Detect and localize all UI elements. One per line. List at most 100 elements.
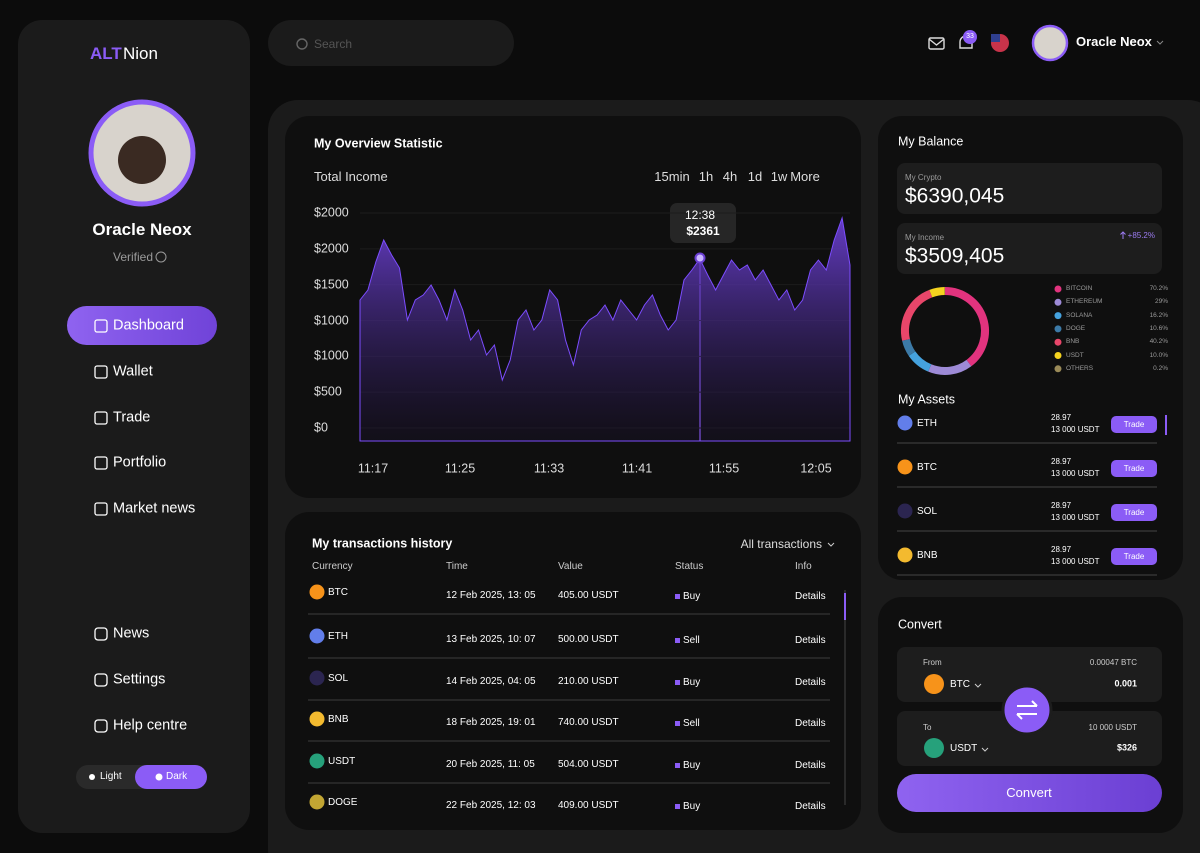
trade-button[interactable] — [1111, 548, 1157, 565]
donut-slice — [928, 359, 972, 375]
legend-dot — [1054, 352, 1062, 359]
coin-icon — [897, 547, 913, 563]
convert-label[interactable]: Convert — [1006, 785, 1052, 801]
asset-name: SOL — [917, 506, 938, 517]
range-button[interactable]: More — [790, 169, 820, 185]
swap-button[interactable] — [1001, 684, 1053, 736]
coin-icon — [924, 674, 944, 694]
trade-button[interactable] — [1111, 460, 1157, 477]
trade-button[interactable] — [1111, 416, 1157, 433]
nav-item[interactable]: Help centre — [113, 717, 188, 734]
donut-slice — [902, 338, 916, 356]
tx-status: Buy — [683, 760, 701, 771]
range-button[interactable]: 1h — [698, 169, 714, 185]
tx-time: 18 Feb 2025, 19: 01 — [446, 717, 536, 728]
transactions-card — [285, 512, 861, 830]
nav-item[interactable]: Wallet — [113, 363, 153, 380]
dark-pill[interactable] — [135, 765, 207, 789]
tx-details[interactable]: Details — [795, 591, 826, 602]
nav-item[interactable]: Market news — [113, 500, 196, 517]
card-title: My Assets — [898, 392, 955, 407]
legend-label: DOGE — [1066, 324, 1086, 332]
nav-item[interactable]: Trade — [113, 409, 151, 426]
y-tick-label: $1500 — [314, 277, 349, 292]
x-tick-label: 11:33 — [533, 461, 565, 476]
coin-icon — [309, 670, 325, 686]
nav-item[interactable]: Dashboard — [113, 317, 184, 334]
nav-item[interactable]: News — [113, 625, 150, 642]
assets-scroll-thumb[interactable] — [1165, 415, 1167, 435]
column-header: Currency — [312, 561, 353, 572]
asset-usdt: 13 000 USDT — [1051, 557, 1100, 567]
asset-amount: 28.97 — [1051, 545, 1072, 555]
coin-name: USDT — [328, 756, 356, 767]
legend-value: 10.0% — [1149, 351, 1168, 359]
tx-value: 405.00 USDT — [558, 590, 619, 601]
legend-value: 16.2% — [1149, 311, 1168, 319]
card-title: Convert — [898, 617, 942, 632]
income-change: +85.2% — [1127, 231, 1155, 241]
range-button[interactable]: 15min — [654, 169, 690, 185]
trade-label[interactable]: Trade — [1123, 463, 1145, 473]
trade-button[interactable] — [1111, 504, 1157, 521]
asset-name: BTC — [917, 462, 937, 473]
coin-select[interactable]: USDT — [950, 743, 978, 754]
coin-name: SOL — [328, 673, 349, 684]
coin-icon — [309, 584, 325, 600]
coin-balance: 0.00047 BTC — [1089, 658, 1137, 668]
tx-status: Sell — [683, 635, 700, 646]
status-dot — [675, 721, 680, 726]
moon-icon — [155, 773, 163, 781]
tooltip-box — [670, 203, 736, 243]
header-avatar[interactable] — [1031, 24, 1069, 62]
range-button[interactable]: 1d — [747, 169, 763, 185]
tx-value: 409.00 USDT — [558, 800, 619, 811]
range-button[interactable]: 1w — [770, 169, 788, 185]
coin-balance: 10 000 USDT — [1088, 723, 1137, 733]
search-bar[interactable] — [268, 20, 514, 66]
trade-label[interactable]: Trade — [1123, 419, 1145, 429]
legend-dot — [1054, 338, 1062, 346]
trade-label[interactable]: Trade — [1123, 551, 1145, 561]
nav-item[interactable]: Settings — [113, 671, 166, 688]
tx-details[interactable]: Details — [795, 718, 826, 729]
status-dot — [675, 638, 680, 643]
asset-usdt: 13 000 USDT — [1051, 425, 1100, 435]
search-placeholder[interactable]: Search — [314, 36, 353, 51]
tx-details[interactable]: Details — [795, 677, 826, 688]
tx-details[interactable]: Details — [795, 801, 826, 812]
coin-name: ETH — [328, 631, 348, 642]
range-button[interactable]: 4h — [722, 169, 738, 185]
header-user[interactable]: Oracle Neox — [1076, 34, 1152, 50]
asset-amount: 28.97 — [1051, 457, 1072, 467]
flag-canton — [991, 34, 1000, 42]
nav-item[interactable]: Portfolio — [113, 454, 167, 471]
chevron — [974, 683, 982, 688]
theme-dark[interactable]: Dark — [166, 771, 188, 782]
tx-details[interactable]: Details — [795, 635, 826, 646]
profile-status: Verified — [112, 249, 154, 264]
tx-value: 210.00 USDT — [558, 676, 619, 687]
nav-icon — [94, 719, 108, 733]
x-tick-label: 11:25 — [444, 461, 476, 476]
box-label: To — [923, 723, 932, 733]
nav-icon — [94, 502, 108, 516]
nav-icon — [94, 627, 108, 641]
coin-name: DOGE — [328, 797, 358, 808]
coin-icon — [309, 794, 325, 810]
y-tick-label: $0 — [314, 420, 328, 435]
coin-select[interactable]: BTC — [950, 679, 970, 690]
trade-label[interactable]: Trade — [1123, 507, 1145, 517]
mail-icon[interactable] — [928, 37, 945, 50]
convert-button[interactable] — [897, 774, 1162, 812]
theme-light[interactable]: Light — [100, 771, 122, 782]
status-dot — [675, 804, 680, 809]
dashboard-pill[interactable] — [67, 306, 217, 345]
sun-icon — [89, 774, 95, 780]
scroll-thumb[interactable] — [844, 593, 846, 620]
nav-icon — [94, 319, 108, 333]
tx-time: 20 Feb 2025, 11: 05 — [446, 759, 535, 770]
tx-details[interactable]: Details — [795, 760, 826, 771]
filter-dropdown[interactable]: All transactions — [740, 536, 822, 551]
card-title: My Overview Statistic — [314, 136, 443, 151]
